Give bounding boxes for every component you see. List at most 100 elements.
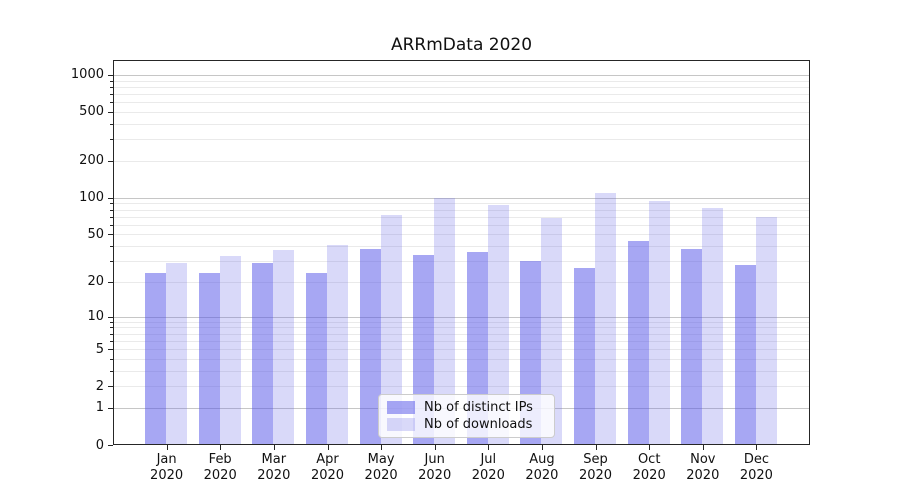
y-tick-mark [108, 197, 113, 199]
y-tick-mark-minor [110, 281, 113, 283]
y-tick-mark [108, 74, 113, 76]
x-tick-label: Feb 2020 [203, 452, 237, 483]
y-tick-mark-minor [110, 224, 113, 226]
x-tick-label: Mar 2020 [257, 452, 291, 483]
y-tick-mark-minor [110, 261, 113, 262]
bar-distinct-ips [627, 241, 649, 445]
bar-downloads [166, 262, 188, 445]
bar-downloads [327, 244, 348, 445]
x-tick-mark [541, 445, 543, 450]
legend: Nb of distinct IPs Nb of downloads [378, 394, 555, 438]
y-tick-label: 1 [95, 400, 104, 416]
gridline-minor [113, 80, 810, 82]
y-tick-mark [108, 316, 113, 318]
bar-distinct-ips [306, 272, 327, 445]
x-tick-mark [434, 445, 436, 450]
gridline-minor [113, 93, 810, 95]
bar-downloads [380, 215, 402, 445]
gridline-minor [113, 86, 810, 88]
bar-distinct-ips [734, 264, 756, 445]
bar-downloads [595, 192, 616, 445]
chart-title: ARRmData 2020 [390, 35, 533, 55]
gridline-minor [113, 261, 810, 262]
plot-area: Nb of distinct IPs Nb of downloads [113, 60, 810, 445]
bar-distinct-ips [252, 262, 274, 445]
gridline-minor [113, 246, 810, 247]
legend-item: Nb of distinct IPs [387, 400, 546, 415]
x-tick-label: May 2020 [364, 452, 398, 483]
y-tick-mark-minor [110, 80, 113, 82]
x-tick-label: Nov 2020 [686, 452, 720, 483]
y-tick-label: 2 [95, 378, 104, 394]
y-tick-mark-minor [110, 349, 113, 350]
legend-label: Nb of downloads [424, 417, 533, 433]
y-tick-mark-minor [110, 234, 113, 236]
gridline-minor [113, 209, 810, 211]
y-tick-mark-minor [110, 203, 113, 205]
gridline-minor [113, 333, 810, 335]
y-tick-mark-minor [110, 386, 113, 388]
gridline-major [113, 316, 810, 318]
y-tick-mark [108, 407, 113, 409]
x-tick-label: Sep 2020 [578, 452, 613, 483]
y-tick-mark [108, 445, 113, 446]
gridline-minor [113, 160, 810, 162]
gridline-minor [113, 139, 810, 141]
y-tick-mark-minor [110, 246, 113, 247]
y-tick-mark-minor [110, 321, 113, 323]
gridline-minor [113, 111, 810, 113]
y-tick-mark-minor [110, 93, 113, 95]
bar-downloads [755, 216, 777, 445]
y-tick-mark-minor [110, 86, 113, 88]
x-tick-mark [273, 445, 275, 450]
y-tick-label: 20 [87, 274, 104, 290]
gridline-minor [113, 234, 810, 236]
y-tick-mark-minor [110, 209, 113, 211]
bar-downloads [541, 218, 563, 445]
y-tick-mark-minor [110, 102, 113, 104]
x-tick-mark [649, 445, 651, 450]
y-tick-mark-minor [110, 160, 113, 162]
gridline-major [113, 197, 810, 199]
x-tick-mark [220, 445, 222, 450]
y-tick-mark-minor [110, 111, 113, 113]
x-tick-label: Aug 2020 [525, 452, 559, 483]
x-tick-mark [381, 445, 383, 450]
y-tick-label: 50 [87, 226, 104, 242]
gridline-minor [113, 281, 810, 283]
bar-distinct-ips [198, 272, 220, 445]
gridline-minor [113, 321, 810, 323]
x-tick-mark [166, 445, 168, 450]
y-tick-mark-minor [110, 370, 113, 372]
y-tick-label: 1000 [70, 67, 104, 83]
bar-downloads [273, 250, 295, 445]
bar-downloads [702, 207, 724, 445]
bar-downloads [434, 197, 456, 445]
x-tick-mark [702, 445, 704, 450]
x-tick-label: Oct 2020 [632, 452, 666, 483]
y-tick-label: 0 [95, 437, 104, 453]
legend-swatch-distinct-ips [387, 400, 415, 414]
y-tick-mark-minor [110, 327, 113, 329]
y-tick-mark-minor [110, 333, 113, 335]
bar-distinct-ips [359, 248, 381, 445]
gridline-minor [113, 123, 810, 125]
x-tick-label: Jan 2020 [150, 452, 184, 483]
x-tick-label: Jul 2020 [471, 452, 505, 483]
gridline-minor [113, 327, 810, 329]
gridline-minor [113, 102, 810, 104]
y-tick-mark-minor [110, 139, 113, 141]
y-tick-label: 5 [95, 341, 104, 357]
gridline-minor [113, 386, 810, 388]
bar-downloads [648, 200, 670, 445]
x-tick-mark [595, 445, 597, 450]
y-tick-label: 100 [79, 190, 104, 206]
x-tick-label: Jun 2020 [418, 452, 452, 483]
x-tick-mark [488, 445, 490, 450]
gridline-minor [113, 216, 810, 218]
gridline-minor [113, 358, 810, 360]
legend-item: Nb of downloads [387, 417, 546, 432]
x-tick-label: Dec 2020 [739, 452, 773, 483]
gridline-major [113, 74, 810, 76]
